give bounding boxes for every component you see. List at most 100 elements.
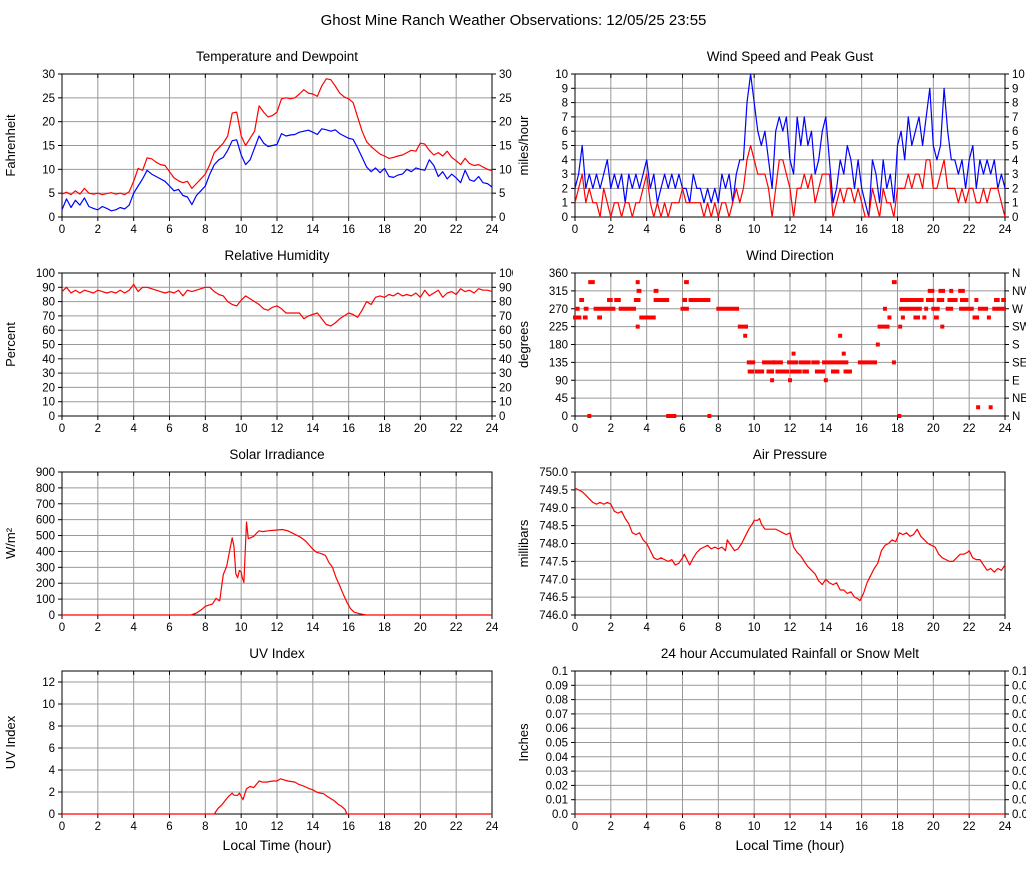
svg-text:20: 20 xyxy=(414,423,427,435)
svg-text:10: 10 xyxy=(748,821,761,833)
svg-text:22: 22 xyxy=(963,423,976,435)
svg-text:16: 16 xyxy=(855,423,868,435)
chart-air-pressure: Air Pressure 0 2 4 6 8 10 12 14 16 18 20 22 24 746.0 7… xyxy=(513,447,1027,634)
svg-text:UV Index: UV Index xyxy=(3,715,18,769)
svg-text:40: 40 xyxy=(499,354,512,366)
svg-text:18: 18 xyxy=(891,224,904,236)
chart-uv-index-plot: 0 2 4 6 8 10 12 14 16 18 20 22 24 0 2 4 6 8 10 12 UV Index Lo… xyxy=(0,666,513,856)
svg-text:24: 24 xyxy=(999,622,1012,634)
svg-text:0.1: 0.1 xyxy=(552,666,568,678)
svg-text:0.06: 0.06 xyxy=(546,723,568,735)
svg-text:NW: NW xyxy=(1012,286,1026,298)
chart-relative-humidity: Relative Humidity 0 2 4 6 8 10 12 14 16 18 20 22 24 0… xyxy=(0,248,518,435)
svg-text:0.05: 0.05 xyxy=(1012,738,1026,750)
svg-text:12: 12 xyxy=(271,821,284,833)
svg-text:2: 2 xyxy=(608,224,614,236)
chart-canvas: 0 2 4 6 8 10 12 14 16 18 20 22 24746.0746.5747.0747.… xyxy=(516,467,1012,634)
svg-text:18: 18 xyxy=(891,821,904,833)
svg-text:14: 14 xyxy=(819,224,832,236)
svg-text:0: 0 xyxy=(59,224,65,236)
svg-text:0.04: 0.04 xyxy=(546,752,569,764)
svg-text:4: 4 xyxy=(130,821,137,833)
chart-temperature-dewpoint-plot: 0 2 4 6 8 10 12 14 16 18 20 22 24 0 0 5 5 10 10 15 15 20 20 25 2… xyxy=(0,69,513,236)
svg-text:22: 22 xyxy=(450,423,463,435)
svg-text:8: 8 xyxy=(715,423,721,435)
svg-text:6: 6 xyxy=(679,423,685,435)
svg-text:N: N xyxy=(1012,411,1020,423)
svg-text:0.08: 0.08 xyxy=(546,695,568,707)
svg-text:20: 20 xyxy=(42,382,55,394)
svg-text:10: 10 xyxy=(555,69,568,81)
svg-text:24: 24 xyxy=(999,821,1012,833)
svg-text:4: 4 xyxy=(49,765,56,777)
svg-text:Percent: Percent xyxy=(3,322,18,367)
svg-text:12: 12 xyxy=(784,224,797,236)
svg-text:25: 25 xyxy=(499,93,512,105)
svg-text:30: 30 xyxy=(499,69,512,81)
svg-text:225: 225 xyxy=(549,322,568,334)
svg-text:miles/hour: miles/hour xyxy=(516,115,531,176)
svg-text:16: 16 xyxy=(342,622,355,634)
svg-text:15: 15 xyxy=(42,141,55,153)
svg-text:14: 14 xyxy=(819,423,832,435)
svg-text:6: 6 xyxy=(166,423,172,435)
svg-text:12: 12 xyxy=(784,423,797,435)
svg-text:0: 0 xyxy=(572,622,578,634)
svg-text:2: 2 xyxy=(95,423,101,435)
chart-title: 24 hour Accumulated Rainfall or Snow Mel… xyxy=(660,646,920,661)
svg-text:N: N xyxy=(1012,268,1020,280)
svg-text:16: 16 xyxy=(342,224,355,236)
svg-text:10: 10 xyxy=(499,164,512,176)
svg-text:18: 18 xyxy=(378,423,391,435)
svg-text:10: 10 xyxy=(42,699,55,711)
svg-text:2: 2 xyxy=(95,622,101,634)
svg-text:0: 0 xyxy=(59,423,65,435)
svg-text:3: 3 xyxy=(562,169,568,181)
svg-text:14: 14 xyxy=(306,423,319,435)
svg-text:4: 4 xyxy=(643,821,650,833)
svg-text:70: 70 xyxy=(499,311,512,323)
svg-text:9: 9 xyxy=(1012,83,1018,95)
svg-text:90: 90 xyxy=(42,282,55,294)
svg-text:300: 300 xyxy=(36,562,55,574)
svg-text:22: 22 xyxy=(963,224,976,236)
chart-rainfall: 24 hour Accumulated Rainfall or Snow Mel… xyxy=(513,646,1027,856)
svg-text:8: 8 xyxy=(715,622,721,634)
svg-text:0.0: 0.0 xyxy=(552,809,568,821)
svg-text:90: 90 xyxy=(499,282,512,294)
svg-text:2: 2 xyxy=(95,821,101,833)
svg-text:747.0: 747.0 xyxy=(539,574,568,586)
svg-text:14: 14 xyxy=(819,622,832,634)
svg-text:degrees: degrees xyxy=(516,321,531,368)
svg-text:6: 6 xyxy=(1012,126,1018,138)
svg-text:0.1: 0.1 xyxy=(1012,666,1026,678)
svg-text:20: 20 xyxy=(927,622,940,634)
svg-text:749.5: 749.5 xyxy=(539,485,568,497)
svg-text:14: 14 xyxy=(306,821,319,833)
svg-text:3: 3 xyxy=(1012,169,1018,181)
svg-text:5: 5 xyxy=(1012,141,1018,153)
chart-title: Temperature and Dewpoint xyxy=(195,49,359,64)
svg-text:E: E xyxy=(1012,375,1020,387)
chart-solar-irradiance-plot: 0 2 4 6 8 10 12 14 16 18 20 22 24 0 100 200 300 400 500 600… xyxy=(0,467,513,634)
svg-text:18: 18 xyxy=(378,224,391,236)
svg-text:0.02: 0.02 xyxy=(546,780,568,792)
svg-text:400: 400 xyxy=(36,546,55,558)
svg-text:0.07: 0.07 xyxy=(546,709,568,721)
svg-text:8: 8 xyxy=(202,423,208,435)
svg-text:0: 0 xyxy=(562,411,568,423)
svg-text:0: 0 xyxy=(49,809,55,821)
svg-text:30: 30 xyxy=(42,368,55,380)
svg-text:2: 2 xyxy=(562,183,568,195)
svg-text:6: 6 xyxy=(679,224,685,236)
svg-text:18: 18 xyxy=(891,423,904,435)
svg-text:10: 10 xyxy=(42,164,55,176)
svg-text:200: 200 xyxy=(36,578,55,590)
svg-text:5: 5 xyxy=(499,188,505,200)
svg-text:millibars: millibars xyxy=(516,519,531,567)
svg-text:800: 800 xyxy=(36,483,55,495)
svg-text:746.0: 746.0 xyxy=(539,610,568,622)
svg-text:W: W xyxy=(1012,304,1023,316)
